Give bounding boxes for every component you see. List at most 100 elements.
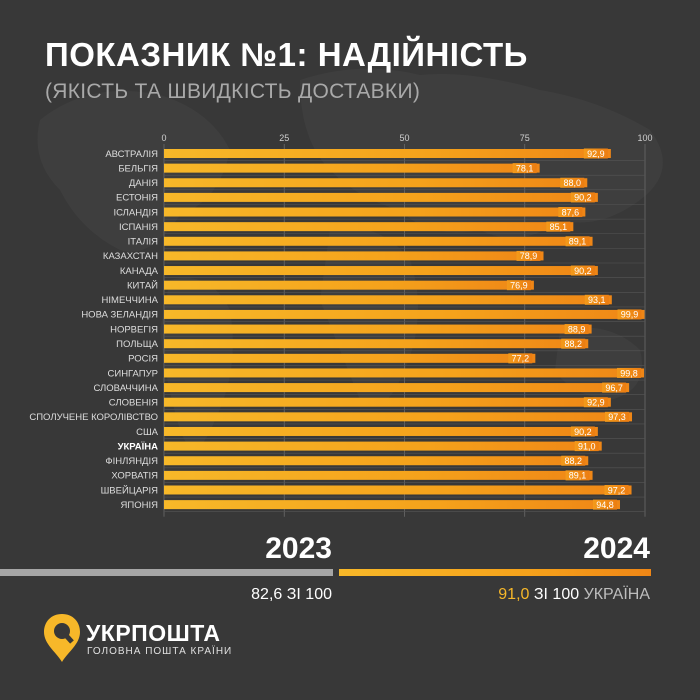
bar	[164, 163, 540, 173]
value-label-tag	[561, 338, 586, 349]
value-label: 88,2	[564, 339, 582, 349]
value-label: 97,2	[608, 485, 626, 495]
value-label: 77,2	[512, 354, 530, 364]
category-label: ДАНІЯ	[129, 178, 158, 189]
category-labels: АВСТРАЛІЯ БЕЛЬГІЯ ДАНІЯ ЕСТОНІЯ ІСЛАНДІЯ ІСПА…	[29, 149, 158, 511]
category-label: ХОРВАТІЯ	[111, 471, 158, 482]
value-label: 92,9	[587, 398, 605, 408]
bar	[164, 470, 593, 480]
category-label: РОСІЯ	[128, 354, 158, 365]
category-label: ПОЛЬЩА	[116, 339, 158, 350]
value-label: 99,8	[620, 368, 638, 378]
value-label-tag	[560, 177, 585, 188]
value-label: 78,1	[516, 163, 534, 173]
value-label-tag	[506, 280, 531, 291]
value-label-tag	[564, 324, 589, 335]
value-label-tag	[604, 484, 629, 495]
logo-tagline: ГОЛОВНА ПОШТА КРАЇНИ	[87, 646, 233, 657]
score-2024-value: 91,0	[498, 586, 530, 603]
bar	[164, 222, 574, 232]
reliability-bar-chart: 0 25 50 75 100 АВСТРАЛІЯ БЕЛЬГІЯ ДАНІЯ ЕСТОНІЯ І…	[29, 133, 653, 517]
category-label: АВСТРАЛІЯ	[105, 149, 158, 160]
x-tick-label: 0	[161, 133, 166, 143]
score-2023-value: 82,6	[251, 586, 283, 603]
x-axis-ticks: 0 25 50 75 100	[161, 133, 652, 143]
bar	[164, 324, 592, 334]
bar	[164, 426, 598, 436]
bar	[164, 353, 536, 363]
category-label: КАНАДА	[120, 266, 159, 277]
value-label-tag	[570, 192, 595, 203]
value-label-tag	[516, 250, 541, 261]
x-tick-label: 75	[520, 133, 530, 143]
category-label: США	[136, 427, 159, 438]
value-label: 92,9	[587, 149, 605, 159]
value-label: 93,1	[588, 295, 606, 305]
bar	[164, 339, 589, 349]
year-2024-label: 2024	[583, 532, 650, 565]
category-label: БЕЛЬГІЯ	[118, 163, 158, 174]
value-label-tag	[605, 411, 630, 422]
value-label-tag	[574, 441, 599, 452]
bars	[164, 149, 645, 510]
value-label-tag	[561, 455, 586, 466]
bar	[164, 485, 632, 495]
bar	[164, 441, 602, 451]
value-label: 91,0	[578, 441, 596, 451]
value-label: 85,1	[550, 222, 568, 232]
value-label: 99,9	[621, 310, 639, 320]
value-label: 89,1	[569, 471, 587, 481]
category-label: НОРВЕГІЯ	[110, 324, 158, 335]
score-2023-suffix: ЗІ 100	[286, 586, 332, 603]
category-label: ЕСТОНІЯ	[116, 193, 158, 204]
category-label: СИНГАПУР	[108, 368, 159, 379]
value-label-tag	[546, 221, 571, 232]
value-label-tag	[584, 294, 609, 305]
score-2024-suffix: ЗІ 100	[533, 586, 580, 603]
value-label-tag	[617, 367, 642, 378]
value-label-tag	[565, 470, 590, 481]
bar	[164, 251, 544, 261]
bar	[164, 412, 633, 422]
category-label: НІМЕЧЧИНА	[102, 295, 159, 306]
bar	[164, 383, 630, 393]
bar	[164, 192, 598, 202]
value-label-tag	[583, 148, 608, 159]
page-title: ПОКАЗНИК №1: НАДІЙНІСТЬ	[45, 36, 528, 73]
score-2024-caption: 91,0 ЗІ 100 УКРАЇНА	[498, 586, 650, 604]
value-label-tag	[617, 309, 642, 320]
value-label: 94,8	[596, 500, 614, 510]
category-label: СПОЛУЧЕНЕ КОРОЛІВСТВО	[29, 412, 158, 423]
value-label-tag	[570, 265, 595, 276]
category-label: ЯПОНІЯ	[121, 500, 159, 511]
bar	[164, 280, 534, 290]
value-label: 96,7	[605, 383, 623, 393]
bar	[164, 397, 611, 407]
value-label: 78,9	[520, 251, 538, 261]
category-label: КАЗАХСТАН	[103, 251, 158, 262]
value-label: 88,9	[568, 324, 586, 334]
bar	[164, 236, 593, 246]
score-2024-country: УКРАЇНА	[583, 586, 650, 603]
value-label-tag	[508, 353, 533, 364]
category-label: КИТАЙ	[127, 279, 158, 291]
value-label-tag	[512, 163, 537, 174]
value-label: 90,2	[574, 193, 592, 203]
year-2023-bar	[0, 569, 333, 576]
value-label: 88,0	[564, 178, 582, 188]
logo-name: УКРПОШТА	[86, 620, 221, 646]
bar	[164, 368, 645, 378]
bar	[164, 178, 588, 188]
bar	[164, 500, 620, 510]
category-label: ІТАЛІЯ	[128, 237, 159, 248]
bar	[164, 207, 586, 217]
category-label: УКРАЇНА	[118, 441, 159, 452]
bar	[164, 295, 612, 305]
category-label: НОВА ЗЕЛАНДІЯ	[81, 310, 158, 321]
value-label: 76,9	[510, 280, 528, 290]
value-label-tag	[570, 426, 595, 437]
year-2024-bar	[339, 569, 651, 576]
score-2023-caption: 82,6 ЗІ 100	[251, 586, 332, 604]
bar	[164, 266, 598, 276]
